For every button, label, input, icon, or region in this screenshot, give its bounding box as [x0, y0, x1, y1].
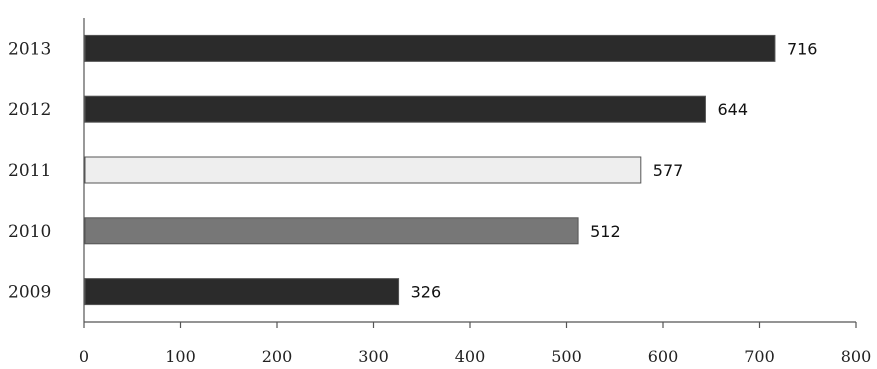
x-axis-ticks: 0 100 200 300 400 500 600 700 800	[79, 322, 871, 366]
data-label: 644	[717, 100, 748, 119]
bar-2013	[84, 34, 776, 62]
x-tick-label: 500	[551, 347, 582, 366]
x-tick-label: 100	[165, 347, 196, 366]
data-label: 577	[653, 161, 684, 180]
x-tick-label: 200	[262, 347, 293, 366]
category-label: 2010	[8, 222, 51, 242]
bar-2011	[84, 156, 642, 184]
bars: 2013 716 2012 644 2011 577 2010 512 2009 326	[8, 34, 818, 306]
x-tick-label: 700	[744, 347, 775, 366]
category-label: 2011	[8, 161, 51, 181]
category-label: 2009	[8, 283, 51, 303]
data-label: 716	[787, 39, 818, 58]
x-tick-label: 600	[648, 347, 679, 366]
x-tick-label: 400	[455, 347, 486, 366]
category-label: 2012	[8, 100, 51, 120]
data-label: 512	[590, 222, 621, 241]
bar-2012	[84, 95, 706, 123]
data-label: 326	[411, 283, 442, 302]
bar-2009	[84, 278, 400, 306]
bar-2010	[84, 217, 579, 245]
x-tick-label: 800	[841, 347, 872, 366]
x-tick-label: 0	[79, 347, 89, 366]
category-label: 2013	[8, 39, 51, 59]
x-tick-label: 300	[358, 347, 389, 366]
